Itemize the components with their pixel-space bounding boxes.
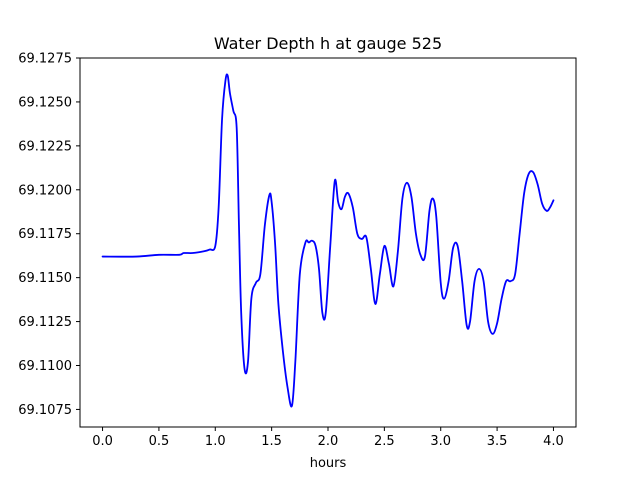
chart-title: Water Depth h at gauge 525 xyxy=(214,34,442,53)
y-axis-ticks: 69.1075 69.1100 69.1125 69.1150 69.1175 69.12… xyxy=(18,52,80,418)
y-tick-label: 69.1250 xyxy=(18,95,72,110)
y-tick-label: 69.1075 xyxy=(18,403,72,418)
y-tick-label: 69.1275 xyxy=(18,52,72,67)
plot-area xyxy=(101,73,555,408)
y-tick-label: 69.1175 xyxy=(18,227,72,242)
x-tick-label: 0.0 xyxy=(92,434,113,449)
x-tick-label: 1.0 xyxy=(205,434,226,449)
x-tick-label: 2.0 xyxy=(318,434,339,449)
y-tick-label: 69.1200 xyxy=(18,183,72,198)
axes-frame xyxy=(79,57,577,428)
x-tick-label: 1.5 xyxy=(261,434,282,449)
series-line xyxy=(101,73,555,408)
y-tick-label: 69.1150 xyxy=(18,271,72,286)
y-tick-label: 69.1100 xyxy=(18,359,72,374)
x-axis-label: hours xyxy=(310,456,347,471)
x-tick-label: 3.5 xyxy=(487,434,508,449)
y-tick-label: 69.1225 xyxy=(18,139,72,154)
x-tick-label: 0.5 xyxy=(149,434,170,449)
y-tick-label: 69.1125 xyxy=(18,315,72,330)
x-tick-label: 3.0 xyxy=(430,434,451,449)
x-tick-label: 4.0 xyxy=(543,434,564,449)
x-tick-label: 2.5 xyxy=(374,434,395,449)
x-axis-ticks: 0.0 0.5 1.0 1.5 2.0 2.5 3.0 3.5 4.0 xyxy=(92,427,564,449)
